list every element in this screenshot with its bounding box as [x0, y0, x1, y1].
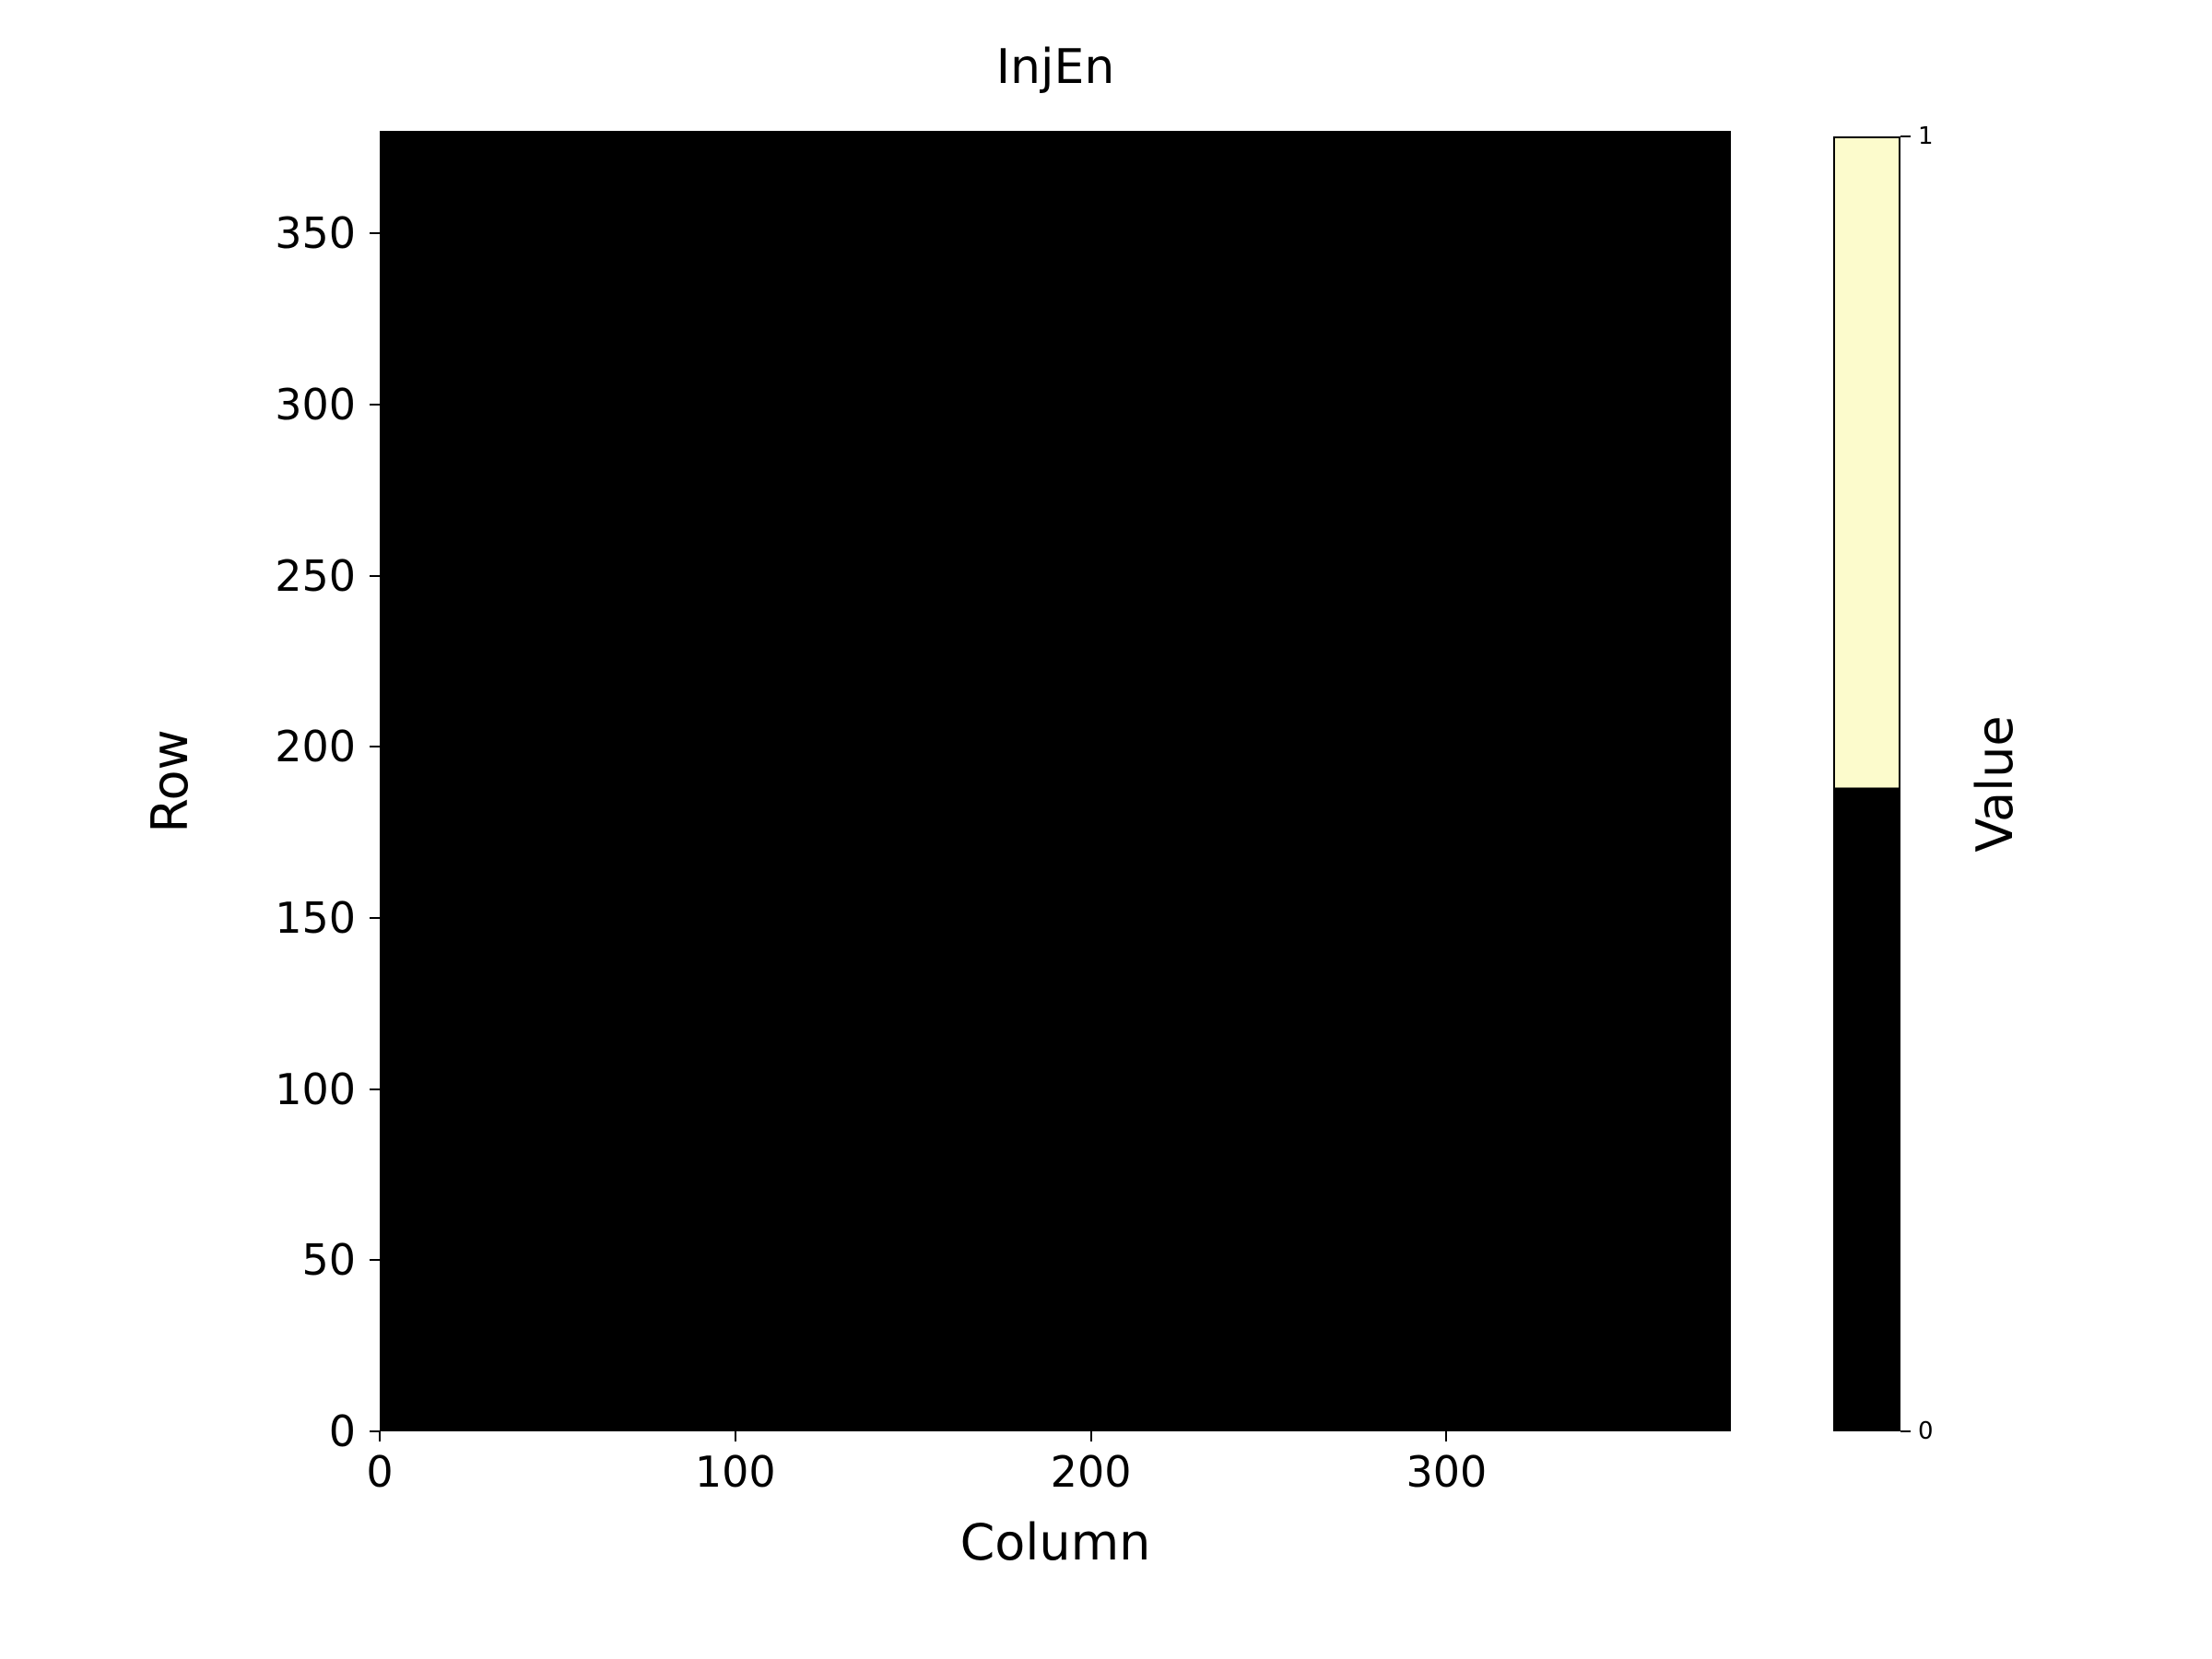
x-axis-label: Column: [959, 1513, 1151, 1571]
y-tick-mark: [370, 1088, 380, 1090]
colorbar-gradient: [1835, 138, 1899, 1430]
x-tick-label: 0: [366, 1447, 394, 1497]
x-tick-label: 100: [694, 1447, 776, 1497]
x-tick-mark: [1089, 1431, 1092, 1441]
heatmap-image: [380, 131, 1731, 1431]
y-tick-label: 200: [275, 722, 356, 772]
y-tick-label: 150: [275, 893, 356, 944]
y-tick-label: 100: [275, 1064, 356, 1114]
colorbar-label: Value: [1966, 715, 2024, 853]
y-tick-mark: [370, 232, 380, 235]
y-tick-mark: [370, 574, 380, 577]
y-tick-label: 0: [328, 1406, 356, 1456]
x-tick-label: 200: [1050, 1447, 1132, 1497]
y-tick-mark: [370, 917, 380, 920]
y-tick-label: 50: [301, 1235, 356, 1286]
y-tick-mark: [370, 404, 380, 406]
y-tick-label: 250: [275, 550, 356, 601]
colorbar-tick-mark: [1900, 1430, 1911, 1432]
colorbar-tick-label: 0: [1918, 1418, 1934, 1445]
y-tick-label: 300: [275, 380, 356, 430]
chart-title: InjEn: [995, 40, 1115, 95]
y-tick-label: 350: [275, 208, 356, 259]
x-tick-mark: [734, 1431, 736, 1441]
heatmap-plot-area[interactable]: [380, 131, 1731, 1431]
colorbar-tick-label: 1: [1918, 123, 1934, 150]
x-tick-mark: [379, 1431, 381, 1441]
y-axis-label: Row: [141, 729, 199, 833]
colorbar[interactable]: [1833, 136, 1900, 1431]
colorbar-tick-mark: [1900, 135, 1911, 137]
y-tick-mark: [370, 746, 380, 748]
y-tick-mark: [370, 1259, 380, 1262]
x-tick-label: 300: [1406, 1447, 1488, 1497]
x-tick-mark: [1445, 1431, 1448, 1441]
y-tick-mark: [370, 1430, 380, 1432]
